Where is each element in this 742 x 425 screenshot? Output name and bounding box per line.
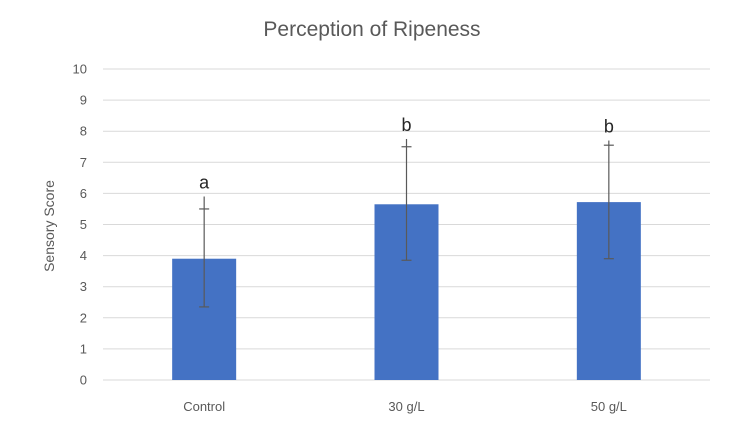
x-tick-label: 50 g/L	[591, 399, 627, 414]
y-tick-label: 0	[80, 373, 87, 388]
y-tick-label: 2	[80, 310, 87, 325]
y-tick-label: 8	[80, 124, 87, 139]
significance-labels: a b b	[199, 115, 614, 193]
y-axis-ticks: 0 1 2 3 4 5 6 7 8 9 10	[73, 62, 87, 388]
significance-label: b	[401, 115, 411, 135]
y-tick-label: 1	[80, 341, 87, 356]
x-tick-label: 30 g/L	[388, 399, 424, 414]
y-tick-label: 5	[80, 217, 87, 232]
y-tick-label: 4	[80, 248, 87, 263]
chart-title: Perception of Ripeness	[263, 18, 480, 41]
x-axis-ticks: Control 30 g/L 50 g/L	[183, 399, 627, 414]
significance-label: b	[604, 117, 614, 137]
y-tick-label: 3	[80, 279, 87, 294]
y-tick-label: 6	[80, 186, 87, 201]
significance-label: a	[199, 173, 210, 193]
x-tick-label: Control	[183, 399, 225, 414]
y-tick-label: 9	[80, 93, 87, 108]
y-tick-label: 7	[80, 155, 87, 170]
error-bars	[199, 138, 614, 308]
y-tick-label: 10	[73, 62, 87, 77]
y-axis-title: Sensory Score	[41, 180, 57, 272]
